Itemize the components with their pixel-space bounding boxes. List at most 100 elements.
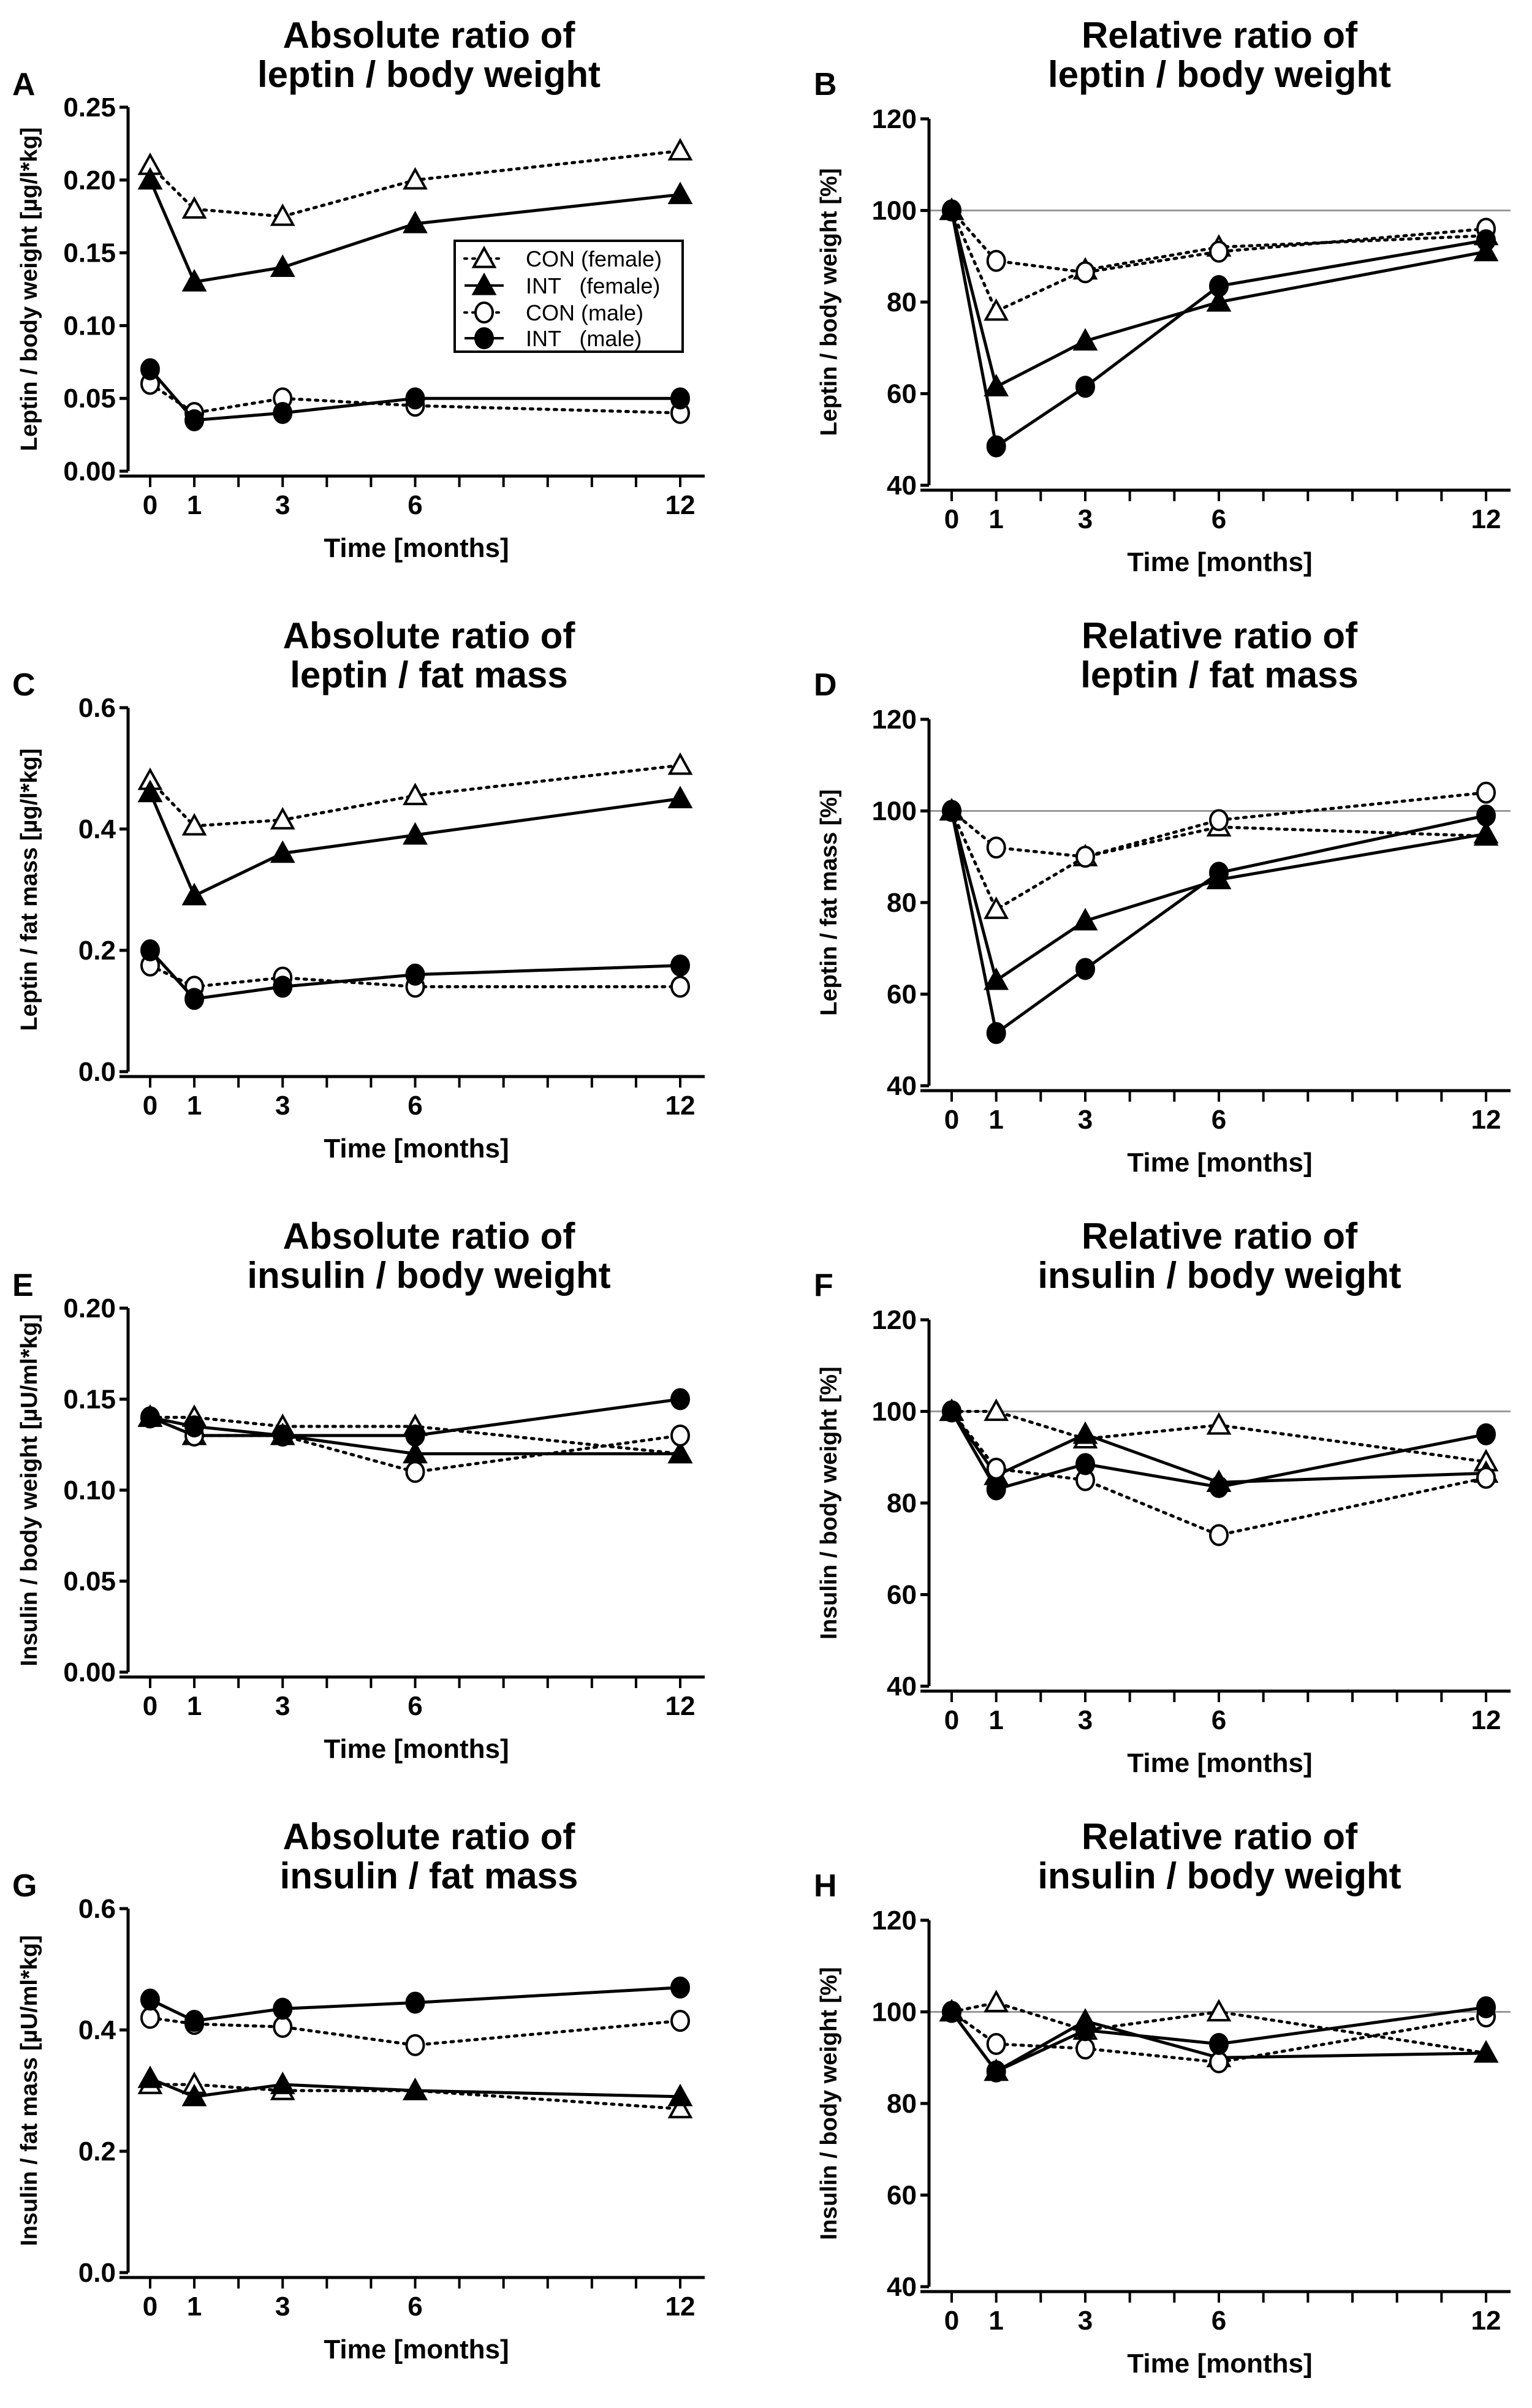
y-tick-label: 0.05 xyxy=(63,1567,116,1597)
x-tick-label: 0 xyxy=(944,2306,959,2336)
y-axis-label: Insulin / body weight [%] xyxy=(816,1366,842,1639)
x-tick-label: 3 xyxy=(1078,1705,1093,1735)
series-line xyxy=(950,209,1488,274)
data-point xyxy=(1075,2037,1095,2060)
x-tick-label: 3 xyxy=(275,1691,290,1721)
y-tick-label: 0.05 xyxy=(63,384,116,414)
x-tick-label: 1 xyxy=(988,1105,1003,1135)
data-point xyxy=(1075,261,1095,284)
series-int-male xyxy=(942,1996,1496,2083)
data-point xyxy=(1075,2019,1095,2042)
data-point xyxy=(667,1441,693,1464)
data-point xyxy=(273,401,293,424)
y-tick-label: 120 xyxy=(872,705,917,735)
data-point xyxy=(667,181,693,205)
data-point xyxy=(273,975,293,998)
data-point xyxy=(1473,820,1499,844)
x-axis-label: Time [months] xyxy=(1127,1748,1312,1778)
data-point xyxy=(667,786,693,809)
data-point xyxy=(184,2010,205,2032)
data-point xyxy=(137,2065,163,2088)
series-int-female xyxy=(137,2065,693,2107)
data-point xyxy=(986,836,1006,859)
series-int-male xyxy=(140,1388,690,1447)
legend: CON (female)INT (female)CON (male)INT (m… xyxy=(453,240,684,353)
x-tick-label: 6 xyxy=(408,490,422,520)
chart-title-line2: leptin / body weight xyxy=(257,54,601,95)
data-point xyxy=(1072,1421,1098,1444)
y-tick-label: 120 xyxy=(872,1305,917,1335)
panel-letter: D xyxy=(814,667,837,703)
legend-marker xyxy=(471,245,497,268)
x-tick-label: 3 xyxy=(1078,1105,1093,1135)
data-point xyxy=(1476,1466,1496,1489)
data-point xyxy=(403,210,428,233)
data-point xyxy=(270,254,295,277)
y-tick-label: 120 xyxy=(872,1906,917,1936)
data-point xyxy=(405,1461,425,1483)
chart-title-line1: Absolute ratio of xyxy=(283,15,576,56)
data-point xyxy=(670,1424,690,1447)
data-point xyxy=(1206,1999,1232,2022)
y-tick-label: 60 xyxy=(887,2181,917,2211)
y-tick-label: 60 xyxy=(887,980,917,1010)
x-axis-label: Time [months] xyxy=(324,1134,509,1164)
data-point xyxy=(986,1022,1006,1045)
y-tick-label: 100 xyxy=(872,1397,917,1427)
data-point xyxy=(140,939,160,961)
chart-title-line2: insulin / fat mass xyxy=(280,1855,578,1896)
data-point xyxy=(181,196,207,219)
data-point xyxy=(403,822,428,845)
data-point xyxy=(667,2096,693,2119)
series-line xyxy=(148,2083,682,2111)
y-axis-label: Leptin / fat mass [%] xyxy=(816,789,842,1016)
chart-title-line1: Relative ratio of xyxy=(1082,1816,1358,1857)
x-axis-label: Time [months] xyxy=(324,533,509,563)
series-int-male xyxy=(140,1976,690,2032)
legend-marker xyxy=(474,327,494,349)
data-point xyxy=(667,138,693,161)
x-tick-label: 12 xyxy=(1471,1105,1501,1135)
series-int-female xyxy=(137,779,693,906)
series-int-female xyxy=(939,197,1499,396)
data-point xyxy=(986,2060,1006,2083)
data-point xyxy=(181,812,207,836)
x-tick-label: 3 xyxy=(275,490,290,520)
series-line xyxy=(950,809,1488,912)
x-tick-label: 3 xyxy=(275,2292,290,2322)
y-tick-label: 0.0 xyxy=(78,1057,116,1087)
x-tick-label: 12 xyxy=(666,490,696,520)
data-point xyxy=(1075,846,1095,868)
x-tick-label: 6 xyxy=(1212,504,1226,534)
y-tick-label: 0.0 xyxy=(78,2258,116,2288)
x-axis-label: Time [months] xyxy=(1127,2349,1312,2379)
x-tick-label: 1 xyxy=(988,2306,1003,2336)
y-tick-label: 40 xyxy=(887,471,917,501)
data-point xyxy=(140,1988,160,2011)
x-tick-label: 3 xyxy=(1078,504,1093,534)
legend-label: CON (male) xyxy=(526,300,643,325)
data-point xyxy=(942,800,961,822)
data-point xyxy=(984,967,1009,990)
chart-title-line2: insulin / body weight xyxy=(1037,1255,1401,1296)
data-point xyxy=(670,387,690,410)
y-tick-label: 0.2 xyxy=(78,2137,116,2167)
series-con-female xyxy=(137,138,693,226)
series-line xyxy=(950,811,1487,1036)
y-tick-label: 0.00 xyxy=(63,456,116,487)
panel-letter: A xyxy=(12,67,36,102)
y-tick-label: 40 xyxy=(887,1672,917,1702)
series-con-male xyxy=(942,781,1496,868)
panel-letter: F xyxy=(814,1268,833,1303)
data-point xyxy=(1209,861,1229,884)
data-point xyxy=(137,779,163,803)
data-point xyxy=(184,988,205,1010)
x-tick-label: 12 xyxy=(1471,504,1501,534)
x-tick-label: 6 xyxy=(1212,2306,1226,2336)
x-tick-label: 1 xyxy=(187,2292,202,2322)
data-point xyxy=(984,1398,1009,1422)
chart-title-line1: Relative ratio of xyxy=(1082,615,1358,656)
data-point xyxy=(1209,1524,1229,1547)
